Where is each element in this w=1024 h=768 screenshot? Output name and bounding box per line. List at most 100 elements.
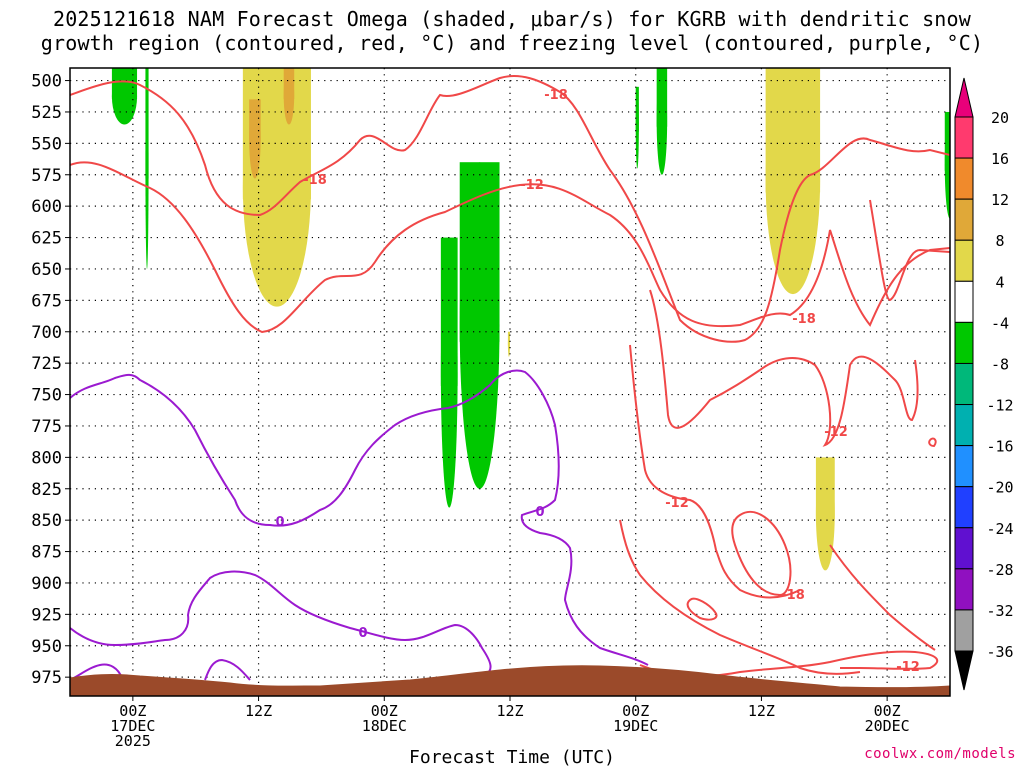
y-tick-label: 900 bbox=[31, 574, 62, 594]
colorbar-swatch bbox=[954, 609, 974, 652]
dgz-label: -18 bbox=[781, 588, 805, 603]
colorbar-swatch bbox=[954, 486, 974, 529]
dgz-label: -12 bbox=[896, 660, 920, 675]
colorbar-label: 16 bbox=[991, 150, 1009, 168]
colorbar-swatch bbox=[954, 404, 974, 447]
x-tick-label: 00Z bbox=[371, 702, 398, 720]
y-tick-label: 925 bbox=[31, 605, 62, 625]
colorbar-label: -16 bbox=[986, 438, 1013, 456]
colorbar-swatch bbox=[954, 321, 974, 364]
site-credit[interactable]: coolwx.com/models bbox=[864, 746, 1016, 762]
x-tick-label: 19DEC bbox=[613, 717, 658, 735]
omega-region bbox=[635, 86, 639, 132]
colorbar-swatch bbox=[954, 239, 974, 282]
colorbar-swatch bbox=[954, 116, 974, 159]
colorbar-swatch bbox=[954, 198, 974, 241]
colorbar-swatch bbox=[954, 568, 974, 611]
dgz-label: -18 bbox=[544, 88, 568, 103]
colorbar-label: -8 bbox=[991, 355, 1009, 373]
colorbar-label: 20 bbox=[991, 109, 1009, 127]
omega-region bbox=[507, 331, 510, 346]
x-tick-label: 00Z bbox=[119, 702, 146, 720]
colorbar-label: -24 bbox=[986, 520, 1013, 538]
y-tick-label: 525 bbox=[31, 103, 62, 123]
y-tick-label: 725 bbox=[31, 354, 62, 374]
x-tick-label: 17DEC bbox=[110, 717, 155, 735]
omega-region bbox=[440, 237, 458, 387]
plot-area: -18 -18 -12 -18 -12 -12 -18 -12 0 0 0 bbox=[70, 68, 950, 696]
colorbar-label: 8 bbox=[995, 232, 1004, 250]
freezing-label: 0 bbox=[275, 515, 284, 530]
chart-title-line-2: growth region (contoured, red, °C) and f… bbox=[40, 31, 984, 55]
colorbar: 20 16 12 8 4 -4 -8 -12 -16 -20 -24 -28 -32 -36 bbox=[954, 77, 1014, 691]
y-tick-label: 650 bbox=[31, 260, 62, 280]
colorbar-label: -20 bbox=[986, 479, 1013, 497]
colorbar-swatch bbox=[954, 280, 974, 323]
colorbar-swatch bbox=[954, 362, 974, 406]
omega-region bbox=[656, 68, 668, 127]
dgz-label: -18 bbox=[792, 312, 816, 327]
colorbar-label: -28 bbox=[986, 561, 1013, 579]
dgz-label: -12 bbox=[520, 178, 544, 193]
y-tick-label: 575 bbox=[31, 166, 62, 186]
x-tick-label: 00Z bbox=[622, 702, 649, 720]
colorbar-arrow-bottom bbox=[954, 650, 974, 691]
y-tick-label: 975 bbox=[31, 668, 62, 688]
dgz-contour-upper bbox=[70, 161, 950, 334]
x-axis-title: Forecast Time (UTC) bbox=[409, 747, 615, 768]
freezing-contour-left-base bbox=[70, 658, 251, 681]
colorbar-label: 4 bbox=[995, 273, 1004, 291]
freezing-contour-upper bbox=[70, 369, 649, 666]
x-tick-label: 2025 bbox=[115, 732, 151, 750]
omega-region bbox=[459, 162, 500, 342]
colorbar-label: -4 bbox=[991, 314, 1009, 332]
colorbar-label: 12 bbox=[991, 191, 1009, 209]
dgz-contour-lower bbox=[649, 199, 950, 447]
omega-region bbox=[765, 68, 821, 193]
y-tick-label: 775 bbox=[31, 417, 62, 437]
colorbar-swatch bbox=[954, 157, 974, 200]
dgz-contour-mid bbox=[629, 344, 937, 621]
contour-labels: -18 -18 -12 -18 -12 -12 -18 -12 0 0 0 bbox=[275, 88, 919, 675]
y-tick-label: 600 bbox=[31, 197, 62, 217]
y-tick-label: 750 bbox=[31, 386, 62, 406]
y-tick-label: 700 bbox=[31, 323, 62, 343]
freezing-contour-lower bbox=[70, 570, 492, 676]
y-axis: 500 525 550 575 600 625 650 675 700 725 750 775 800 8… bbox=[31, 72, 70, 688]
y-tick-label: 675 bbox=[31, 291, 62, 311]
omega-region bbox=[944, 111, 950, 171]
omega-region bbox=[249, 99, 261, 143]
x-tick-label: 12Z bbox=[496, 702, 523, 720]
x-tick-label: 18DEC bbox=[362, 717, 407, 735]
dgz-label: -12 bbox=[824, 425, 848, 440]
colorbar-label: -36 bbox=[986, 643, 1013, 661]
dgz-contour-right bbox=[619, 519, 936, 675]
y-tick-label: 875 bbox=[31, 543, 62, 563]
x-tick-label: 00Z bbox=[874, 702, 901, 720]
x-tick-label: 12Z bbox=[748, 702, 775, 720]
x-tick-label: 20DEC bbox=[865, 717, 910, 735]
colorbar-swatch bbox=[954, 445, 974, 488]
freezing-level-contours bbox=[70, 369, 649, 681]
colorbar-arrow-top bbox=[954, 77, 974, 118]
dgz-contour-top bbox=[70, 74, 950, 343]
omega-region bbox=[145, 68, 149, 179]
y-tick-label: 800 bbox=[31, 448, 62, 468]
y-tick-label: 500 bbox=[31, 72, 62, 92]
colorbar-label: -32 bbox=[986, 602, 1013, 620]
dgz-label: -12 bbox=[665, 496, 689, 511]
y-tick-label: 850 bbox=[31, 511, 62, 531]
omega-region bbox=[283, 68, 295, 100]
y-tick-label: 950 bbox=[31, 637, 62, 657]
terrain-area bbox=[70, 665, 950, 696]
omega-region bbox=[815, 457, 835, 520]
chart-title-line-1: 2025121618 NAM Forecast Omega (shaded, μ… bbox=[52, 7, 972, 31]
freezing-label: 0 bbox=[535, 505, 544, 520]
dgz-contours bbox=[70, 74, 950, 677]
y-tick-label: 825 bbox=[31, 480, 62, 500]
y-tick-label: 550 bbox=[31, 134, 62, 154]
freezing-label: 0 bbox=[358, 626, 367, 641]
colorbar-swatch bbox=[954, 527, 974, 570]
x-tick-label: 12Z bbox=[245, 702, 272, 720]
